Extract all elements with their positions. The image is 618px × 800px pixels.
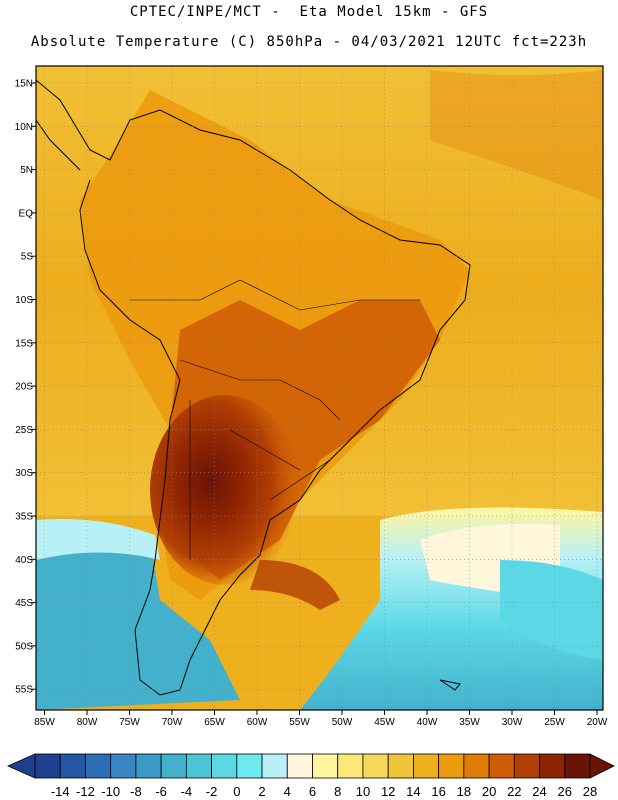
field-atlantic-mid-patch (500, 560, 603, 660)
colorbar-swatch (387, 753, 414, 779)
lon-label: 45W (374, 717, 395, 728)
colorbar-label: 24 (532, 784, 546, 799)
lat-label: 35S (15, 512, 33, 523)
lat-label: 10N (15, 122, 33, 133)
colorbar-label: 6 (309, 784, 316, 799)
colorbar-swatch (539, 753, 566, 779)
title-line-1: CPTEC/INPE/MCT - Eta Model 15km - GFS (129, 4, 489, 20)
colorbar-swatch (463, 753, 490, 779)
colorbar-swatch (337, 753, 364, 779)
lat-label: 20S (15, 382, 33, 393)
lon-label: 60W (247, 717, 268, 728)
lat-label: 45S (15, 598, 33, 609)
field-patagonia-warm (250, 560, 340, 610)
colorbar-label: -14 (51, 784, 70, 799)
colorbar-label: 28 (583, 784, 597, 799)
colorbar-label: 10 (356, 784, 370, 799)
lon-label: 65W (204, 717, 225, 728)
colorbar-label: -2 (206, 784, 218, 799)
colorbar-hot-arrow (589, 753, 615, 779)
colorbar-swatch (362, 753, 389, 779)
colorbar-swatch (185, 753, 212, 779)
colorbar-swatch (286, 753, 313, 779)
map-frame (35, 65, 604, 711)
colorbar-label: 22 (507, 784, 521, 799)
colorbar-label: 2 (258, 784, 265, 799)
lon-label: 75W (119, 717, 140, 728)
colorbar-swatch (513, 753, 540, 779)
colorbar-swatch (211, 753, 238, 779)
temperature-field (36, 66, 603, 710)
lon-label: 70W (162, 717, 183, 728)
colorbar-swatch (110, 753, 137, 779)
lat-label: 55S (15, 685, 33, 696)
lat-label: 5S (21, 252, 34, 263)
lon-label: 35W (459, 717, 480, 728)
colorbar-label: 4 (284, 784, 291, 799)
colorbar-label: 20 (482, 784, 496, 799)
borders-south (269, 439, 351, 501)
coast-south-america (36, 79, 471, 696)
colorbar-swatch (135, 753, 162, 779)
colorbar-label: -6 (155, 784, 167, 799)
colorbar-swatch (59, 753, 86, 779)
lat-label: 25S (15, 425, 33, 436)
field-north-warm-band (430, 70, 603, 200)
colorbar-cold-arrow (7, 753, 36, 779)
colorbar: -14 -12 -10 -8 -6 -4 -2 0 2 4 6 8 10 12 14 16 18 20 22 24 26… (7, 753, 615, 799)
coast-central-america (36, 119, 81, 171)
lon-label: 55W (289, 717, 310, 728)
field-land-hotcore (150, 395, 300, 585)
colorbar-label: 8 (334, 784, 341, 799)
lon-label: 40W (417, 717, 438, 728)
colorbar-label: 16 (431, 784, 445, 799)
coastlines (36, 79, 471, 696)
colorbar-label: 0 (233, 784, 240, 799)
colorbar-label: 12 (381, 784, 395, 799)
colorbar-swatch (261, 753, 288, 779)
lat-label: 15S (15, 338, 33, 349)
lat-label: 10S (15, 295, 33, 306)
lon-label: 50W (332, 717, 353, 728)
colorbar-swatch (564, 753, 591, 779)
colorbar-swatch (413, 753, 440, 779)
title-line-2: Absolute Temperature (C) 850hPa - 04/03/… (30, 34, 588, 50)
border-rio-plata (229, 429, 301, 471)
colorbar-label: -8 (130, 784, 142, 799)
coast-falklands (439, 679, 461, 691)
colorbar-swatch (438, 753, 465, 779)
colorbar-swatch (312, 753, 339, 779)
lon-label: 25W (544, 717, 565, 728)
colorbar-label: 14 (406, 784, 420, 799)
lat-label: 5N (20, 165, 33, 176)
colorbar-swatch (160, 753, 187, 779)
lat-label: 50S (15, 641, 33, 652)
lon-label: 85W (34, 717, 55, 728)
colorbar-swatch (488, 753, 515, 779)
lat-label: 30S (15, 468, 33, 479)
graticule (36, 66, 603, 710)
lat-label: 15N (15, 79, 33, 90)
colorbar-swatch (34, 753, 61, 779)
lat-label: EQ (19, 208, 34, 219)
colorbar-label: 18 (457, 784, 471, 799)
field-pacific-transition (36, 519, 160, 560)
colorbar-label: -4 (181, 784, 193, 799)
lon-label: 80W (77, 717, 98, 728)
lon-label: 30W (502, 717, 523, 728)
latitude-labels: 15N 10N 5N EQ 5S 10S 15S 20S 25S 30S 35S 40S 45S 50S 5… (15, 79, 36, 696)
lon-label: 20W (587, 717, 608, 728)
colorbar-swatch (85, 753, 112, 779)
colorbar-swatch (236, 753, 263, 779)
longitude-labels: 85W 80W 75W 70W 65W 60W 55W 50W 45W 40W 35W 30W 25W 2… (34, 710, 608, 728)
borders-central (179, 359, 341, 421)
colorbar-label: -10 (101, 784, 120, 799)
lat-label: 40S (15, 555, 33, 566)
colorbar-label: -12 (76, 784, 95, 799)
borders-north (130, 279, 420, 311)
colorbar-label: 26 (558, 784, 572, 799)
